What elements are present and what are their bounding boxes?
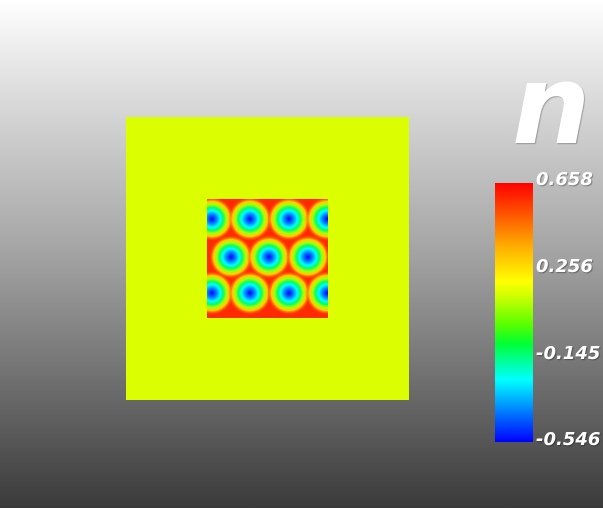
colorbar-max-label: 0.658 (536, 169, 593, 190)
colorbar-tick-label: -0.145 (536, 343, 601, 364)
colorbar (495, 183, 533, 442)
hexagonal-spot-pattern (207, 199, 328, 318)
field-title: n (512, 41, 591, 169)
colorbar-tick-label: 0.256 (536, 256, 593, 277)
colorbar-min-label: -0.546 (536, 429, 601, 450)
